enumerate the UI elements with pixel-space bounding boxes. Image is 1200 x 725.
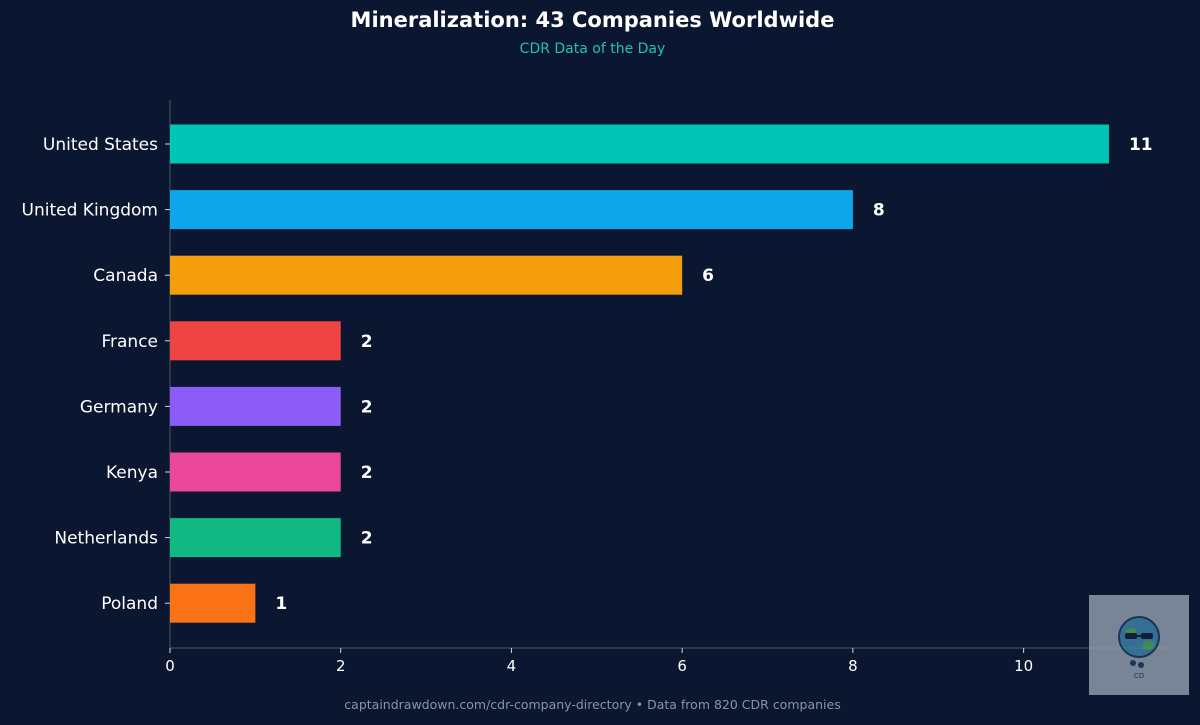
y-tick-label: Germany: [80, 397, 158, 417]
chart-title: Mineralization: 43 Companies Worldwide: [350, 8, 835, 32]
y-tick-label: Kenya: [106, 463, 158, 483]
captain-drawdown-logo-icon: CD: [1118, 616, 1160, 680]
bar: [170, 583, 256, 623]
footer-source: captaindrawdown.com/cdr-company-director…: [344, 697, 841, 712]
logo-text: CD: [1134, 672, 1144, 680]
data-label: 1: [275, 594, 287, 614]
bar: [170, 124, 1109, 164]
data-label: 2: [361, 463, 373, 483]
y-tick-label: Netherlands: [54, 529, 158, 549]
y-tick-label: Poland: [101, 594, 158, 614]
data-label: 11: [1129, 135, 1153, 155]
data-label: 2: [361, 397, 373, 417]
bar: [170, 255, 683, 295]
x-tick-label: 4: [507, 657, 517, 675]
y-tick-label: France: [101, 332, 158, 352]
bar: [170, 190, 853, 230]
y-tick-label: United Kingdom: [22, 201, 158, 221]
y-tick-label: United States: [43, 135, 158, 155]
chart-subtitle: CDR Data of the Day: [519, 41, 666, 57]
x-tick-label: 2: [336, 657, 346, 675]
data-label: 8: [873, 201, 885, 221]
x-tick-label: 10: [1014, 657, 1033, 675]
x-tick-label: 0: [165, 657, 175, 675]
bar: [170, 321, 341, 361]
x-tick-label: 6: [677, 657, 687, 675]
data-label: 2: [361, 332, 373, 352]
data-label: 6: [702, 266, 714, 286]
x-tick-label: 8: [848, 657, 858, 675]
bar: [170, 518, 341, 558]
data-label: 2: [361, 529, 373, 549]
logo-box: CD: [1089, 595, 1189, 695]
bar: [170, 452, 341, 492]
bar: [170, 386, 341, 426]
y-tick-label: Canada: [93, 266, 158, 286]
